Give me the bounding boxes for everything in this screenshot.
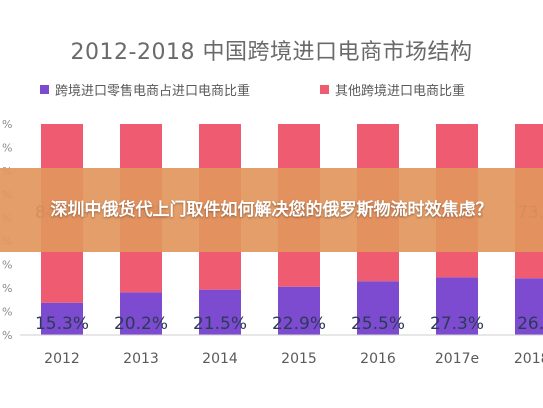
data-label-retail: 20.2%: [114, 314, 168, 334]
x-tick-label: 2012: [44, 351, 80, 367]
bar-retail-segment: [515, 278, 543, 335]
y-tick-label: %: [2, 259, 12, 272]
data-label-retail: 15.3%: [35, 314, 89, 334]
y-tick-label: %: [2, 282, 12, 295]
y-tick-label: %: [2, 329, 12, 342]
bar-retail-segment: [120, 292, 162, 335]
x-tick-label: 2015: [281, 351, 317, 367]
legend-label-other: 其他跨境进口电商比重: [335, 84, 466, 99]
bar-retail-segment: [199, 289, 241, 335]
x-tick-label: 2016: [360, 351, 396, 367]
y-tick-label: %: [2, 118, 12, 131]
legend-item-retail: 跨境进口零售电商占进口电商比重: [40, 80, 250, 99]
chart-title: 2012-2018 中国跨境进口电商市场结构: [70, 40, 473, 65]
bar-retail-segment: [436, 277, 478, 335]
data-label-retail: 27.3%: [430, 314, 484, 334]
data-label-retail: 26.9: [517, 314, 543, 334]
legend-swatch-retail: [40, 85, 49, 94]
x-tick-label: 2018e: [514, 351, 543, 367]
legend-label-retail: 跨境进口零售电商占进口电商比重: [55, 84, 251, 99]
data-label-retail: 22.9%: [272, 314, 326, 334]
bar-retail-segment: [357, 281, 399, 335]
bar-retail-segment: [278, 286, 320, 335]
x-tick-label: 2017e: [435, 351, 479, 367]
bar-retail-segment: [41, 302, 83, 335]
legend-swatch-other: [320, 85, 329, 94]
y-tick-label: %: [2, 141, 12, 154]
data-label-retail: 21.5%: [193, 314, 247, 334]
data-label-retail: 25.5%: [351, 314, 405, 334]
banner-text: 深圳中俄货代上门取件如何解决您的俄罗斯物流时效焦虑？: [50, 200, 493, 220]
x-tick-label: 2014: [202, 351, 238, 367]
x-tick-label: 2013: [123, 351, 159, 367]
legend-item-other: 其他跨境进口电商比重: [320, 80, 465, 99]
legend: 跨境进口零售电商占进口电商比重 其他跨境进口电商比重: [40, 80, 543, 100]
y-tick-label: %: [2, 306, 12, 319]
title-banner: 深圳中俄货代上门取件如何解决您的俄罗斯物流时效焦虑？: [0, 168, 543, 252]
